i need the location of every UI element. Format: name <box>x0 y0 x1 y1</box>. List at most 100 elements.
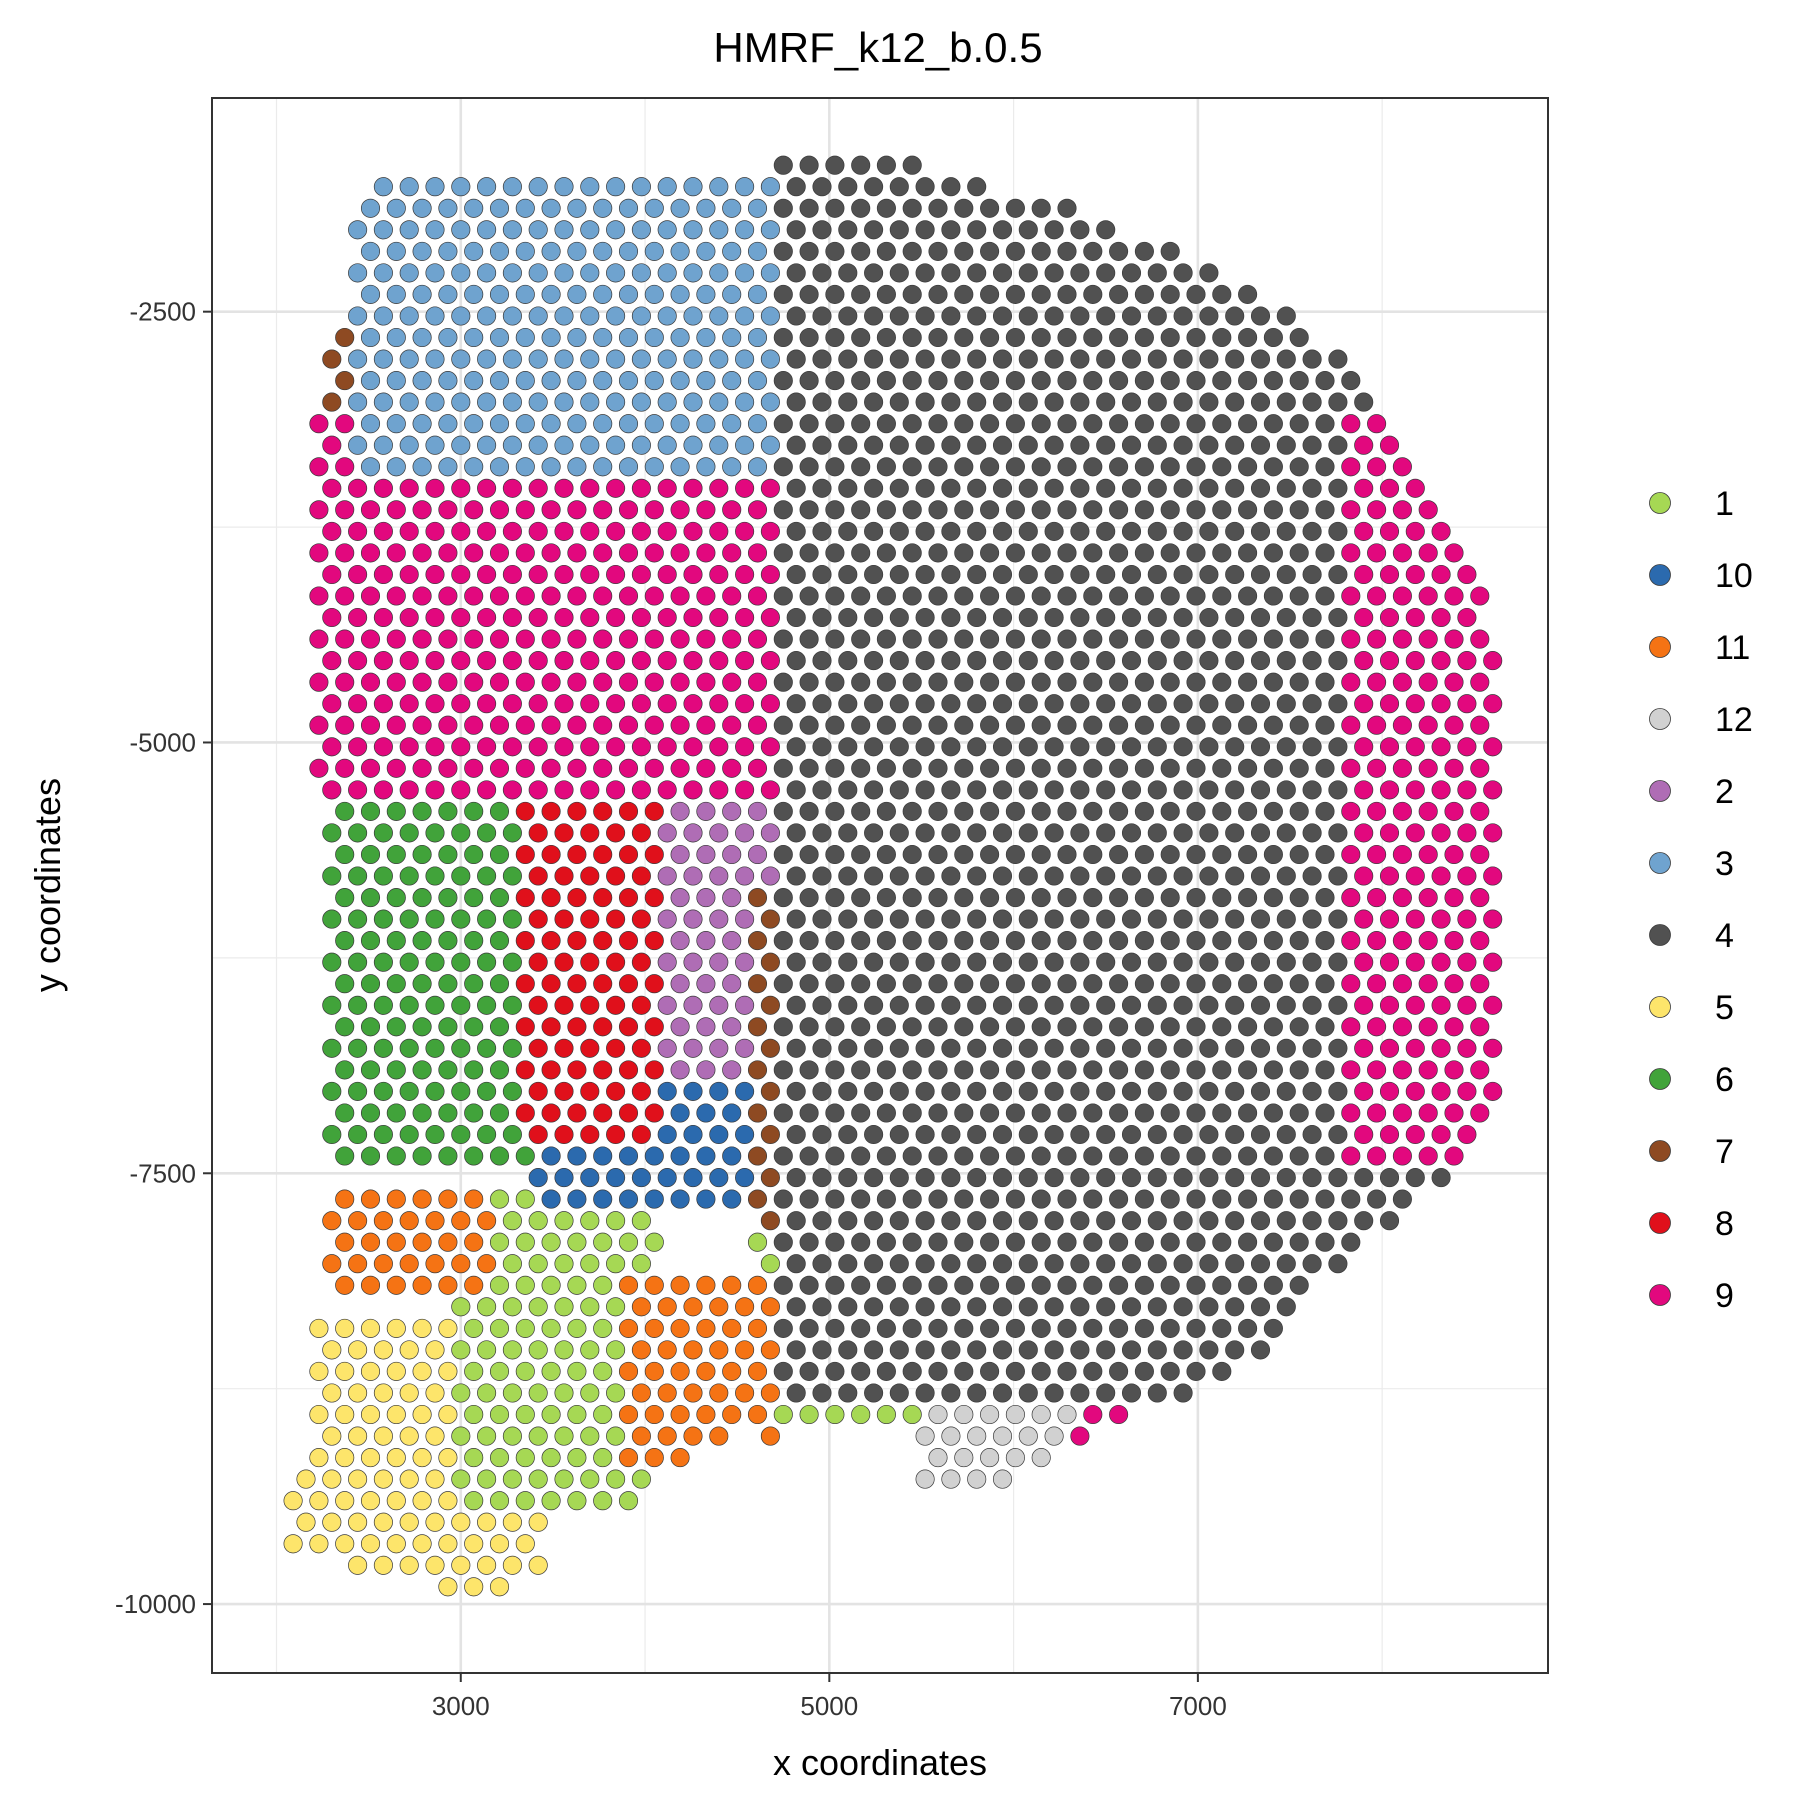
data-point-cluster-8 <box>528 1038 548 1058</box>
data-point-cluster-6 <box>477 952 497 972</box>
data-point-cluster-4 <box>1160 327 1180 348</box>
data-point-cluster-4 <box>799 672 819 692</box>
data-point-cluster-9 <box>1341 931 1361 951</box>
legend-key-2 <box>1649 780 1671 802</box>
data-point-cluster-10 <box>567 1146 587 1166</box>
data-point-cluster-8 <box>593 931 613 951</box>
data-point-cluster-4 <box>825 801 845 821</box>
data-point-cluster-4 <box>1057 414 1077 434</box>
data-point-cluster-9 <box>1379 909 1400 929</box>
data-point-cluster-4 <box>876 1060 896 1080</box>
data-point-cluster-3 <box>580 392 600 412</box>
data-point-cluster-3 <box>477 263 497 283</box>
data-point-cluster-4 <box>1031 1060 1051 1080</box>
data-point-cluster-4 <box>799 1275 819 1295</box>
data-point-cluster-9 <box>464 672 484 692</box>
data-point-cluster-4 <box>928 801 948 821</box>
data-point-cluster-6 <box>464 1017 484 1037</box>
data-point-cluster-4 <box>1289 758 1309 778</box>
data-point-cluster-4 <box>1121 737 1142 757</box>
data-point-cluster-6 <box>373 1124 393 1145</box>
data-point-cluster-3 <box>735 392 755 412</box>
data-point-cluster-2 <box>657 952 677 972</box>
legend-label: 9 <box>1715 1277 1734 1315</box>
data-point-cluster-6 <box>348 995 368 1015</box>
data-point-cluster-4 <box>1315 1232 1335 1252</box>
data-point-cluster-4 <box>1057 1232 1077 1252</box>
data-point-cluster-7 <box>747 1189 768 1209</box>
data-point-cluster-3 <box>360 198 381 218</box>
data-point-cluster-5 <box>322 1426 342 1446</box>
data-point-cluster-4 <box>812 564 832 585</box>
data-point-cluster-3 <box>606 349 626 369</box>
data-point-cluster-9 <box>1470 1017 1490 1037</box>
data-point-cluster-9 <box>1457 1124 1477 1145</box>
data-point-cluster-6 <box>386 888 406 908</box>
data-point-cluster-9 <box>606 478 626 498</box>
data-point-cluster-4 <box>1328 521 1348 541</box>
data-point-cluster-4 <box>1070 1168 1090 1188</box>
data-point-cluster-11 <box>722 1361 742 1381</box>
data-point-cluster-5 <box>399 1469 419 1489</box>
data-point-cluster-4 <box>1096 392 1116 412</box>
data-point-cluster-9 <box>1470 715 1490 735</box>
data-point-cluster-9 <box>722 500 742 520</box>
data-point-cluster-4 <box>967 737 987 757</box>
data-point-cluster-8 <box>515 1103 535 1123</box>
data-point-cluster-5 <box>399 1340 419 1360</box>
data-point-cluster-9 <box>451 478 471 498</box>
data-point-cluster-4 <box>1160 586 1180 606</box>
data-point-cluster-9 <box>1341 1017 1361 1037</box>
data-point-cluster-4 <box>954 888 974 908</box>
data-point-cluster-4 <box>1018 694 1038 714</box>
data-point-cluster-4 <box>941 607 961 628</box>
data-point-cluster-4 <box>1057 844 1077 865</box>
data-point-cluster-4 <box>1070 1081 1090 1101</box>
data-point-cluster-4 <box>1173 1254 1193 1274</box>
data-point-cluster-1 <box>593 1318 613 1338</box>
data-point-cluster-4 <box>992 306 1013 326</box>
data-point-cluster-4 <box>864 651 884 671</box>
data-point-cluster-4 <box>954 844 974 865</box>
data-point-cluster-9 <box>1392 974 1412 994</box>
data-point-cluster-9 <box>567 672 587 692</box>
data-point-cluster-4 <box>1225 1211 1245 1231</box>
data-point-cluster-9 <box>1341 672 1361 692</box>
data-point-cluster-4 <box>1199 263 1219 283</box>
data-point-cluster-10 <box>735 1081 755 1101</box>
data-point-cluster-7 <box>760 995 780 1015</box>
data-point-cluster-8 <box>541 974 561 994</box>
data-point-cluster-1 <box>567 1448 587 1468</box>
data-point-cluster-9 <box>477 737 497 757</box>
data-point-cluster-5 <box>451 1555 471 1575</box>
data-point-cluster-4 <box>812 651 832 671</box>
data-point-cluster-12 <box>915 1469 935 1489</box>
data-point-cluster-3 <box>348 435 368 455</box>
data-point-cluster-4 <box>773 371 793 391</box>
data-point-cluster-4 <box>1044 607 1064 628</box>
data-point-cluster-4 <box>980 1318 1000 1338</box>
data-point-cluster-9 <box>1354 1124 1374 1145</box>
data-point-cluster-9 <box>554 737 574 757</box>
data-point-cluster-9 <box>1070 1426 1090 1446</box>
data-point-cluster-3 <box>593 371 613 391</box>
data-point-cluster-4 <box>1147 737 1167 757</box>
data-point-cluster-9 <box>554 607 574 628</box>
data-point-cluster-6 <box>502 866 522 886</box>
legend-key-1 <box>1649 492 1671 514</box>
data-point-cluster-4 <box>1186 1103 1206 1123</box>
data-point-cluster-3 <box>373 177 393 197</box>
data-point-cluster-9 <box>451 737 471 757</box>
data-point-cluster-4 <box>1238 1103 1258 1123</box>
data-point-cluster-4 <box>1147 952 1167 972</box>
data-point-cluster-4 <box>902 758 922 778</box>
data-point-cluster-7 <box>760 1038 780 1058</box>
data-point-cluster-4 <box>1070 866 1090 886</box>
data-point-cluster-11 <box>360 1275 381 1295</box>
data-point-cluster-4 <box>838 1297 858 1317</box>
data-point-cluster-4 <box>1263 1103 1283 1123</box>
data-point-cluster-4 <box>1018 392 1038 412</box>
data-point-cluster-4 <box>1109 543 1129 563</box>
data-point-cluster-4 <box>1263 974 1283 994</box>
data-point-cluster-4 <box>838 1081 858 1101</box>
